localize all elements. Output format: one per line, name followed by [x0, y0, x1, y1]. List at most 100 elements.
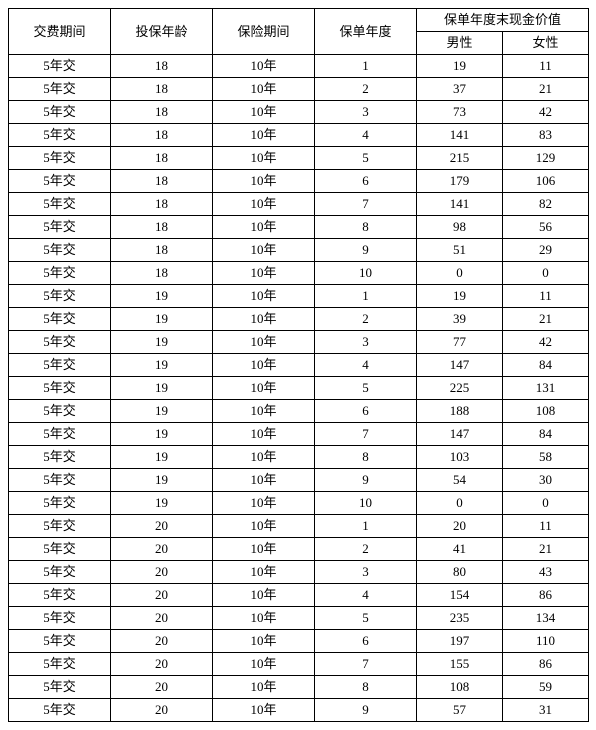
cell-payment-period: 5年交: [9, 55, 111, 78]
table-body: 5年交1810年119115年交1810年237215年交1810年373425…: [9, 55, 589, 722]
cell-female: 21: [503, 538, 589, 561]
cell-entry-age: 19: [111, 492, 213, 515]
cell-payment-period: 5年交: [9, 630, 111, 653]
cell-policy-year: 7: [315, 653, 417, 676]
cell-male: 37: [417, 78, 503, 101]
cell-male: 197: [417, 630, 503, 653]
cell-entry-age: 20: [111, 561, 213, 584]
cell-payment-period: 5年交: [9, 538, 111, 561]
cell-entry-age: 19: [111, 354, 213, 377]
cell-policy-year: 3: [315, 101, 417, 124]
table-row: 5年交2010年95731: [9, 699, 589, 722]
cell-female: 110: [503, 630, 589, 653]
cell-payment-period: 5年交: [9, 446, 111, 469]
cell-payment-period: 5年交: [9, 354, 111, 377]
cell-entry-age: 19: [111, 285, 213, 308]
table-row: 5年交1910年37742: [9, 331, 589, 354]
cell-payment-period: 5年交: [9, 101, 111, 124]
cell-policy-year: 2: [315, 308, 417, 331]
table-row: 5年交1810年1000: [9, 262, 589, 285]
cell-insurance-period: 10年: [213, 331, 315, 354]
table-row: 5年交1810年89856: [9, 216, 589, 239]
cell-male: 39: [417, 308, 503, 331]
cell-policy-year: 8: [315, 676, 417, 699]
cell-male: 147: [417, 354, 503, 377]
cell-insurance-period: 10年: [213, 262, 315, 285]
cell-entry-age: 20: [111, 699, 213, 722]
cell-male: 54: [417, 469, 503, 492]
table-row: 5年交2010年810859: [9, 676, 589, 699]
cell-male: 179: [417, 170, 503, 193]
table-row: 5年交1810年95129: [9, 239, 589, 262]
cell-payment-period: 5年交: [9, 699, 111, 722]
cell-policy-year: 10: [315, 262, 417, 285]
cell-policy-year: 10: [315, 492, 417, 515]
cell-female: 58: [503, 446, 589, 469]
cell-female: 84: [503, 354, 589, 377]
cell-policy-year: 1: [315, 515, 417, 538]
cell-insurance-period: 10年: [213, 124, 315, 147]
cell-entry-age: 20: [111, 653, 213, 676]
cell-male: 155: [417, 653, 503, 676]
cell-insurance-period: 10年: [213, 584, 315, 607]
cell-entry-age: 20: [111, 584, 213, 607]
cell-policy-year: 6: [315, 400, 417, 423]
table-row: 5年交1910年5225131: [9, 377, 589, 400]
cell-female: 56: [503, 216, 589, 239]
cell-male: 19: [417, 285, 503, 308]
cell-female: 106: [503, 170, 589, 193]
table-row: 5年交1810年6179106: [9, 170, 589, 193]
cell-entry-age: 20: [111, 607, 213, 630]
table-row: 5年交1910年23921: [9, 308, 589, 331]
table-row: 5年交1910年6188108: [9, 400, 589, 423]
cell-entry-age: 18: [111, 78, 213, 101]
cell-entry-age: 20: [111, 676, 213, 699]
cell-policy-year: 6: [315, 630, 417, 653]
cell-payment-period: 5年交: [9, 308, 111, 331]
cell-female: 43: [503, 561, 589, 584]
cell-insurance-period: 10年: [213, 101, 315, 124]
cell-payment-period: 5年交: [9, 239, 111, 262]
cell-policy-year: 2: [315, 78, 417, 101]
table-row: 5年交2010年6197110: [9, 630, 589, 653]
cell-entry-age: 18: [111, 193, 213, 216]
cell-insurance-period: 10年: [213, 515, 315, 538]
table-row: 5年交2010年24121: [9, 538, 589, 561]
cell-payment-period: 5年交: [9, 561, 111, 584]
cell-male: 103: [417, 446, 503, 469]
cell-insurance-period: 10年: [213, 423, 315, 446]
cell-policy-year: 9: [315, 239, 417, 262]
cell-payment-period: 5年交: [9, 170, 111, 193]
cell-male: 98: [417, 216, 503, 239]
col-policy-year: 保单年度: [315, 9, 417, 55]
table-row: 5年交1910年414784: [9, 354, 589, 377]
cell-insurance-period: 10年: [213, 538, 315, 561]
cell-insurance-period: 10年: [213, 78, 315, 101]
cell-insurance-period: 10年: [213, 400, 315, 423]
cell-insurance-period: 10年: [213, 377, 315, 400]
cell-policy-year: 4: [315, 124, 417, 147]
cell-entry-age: 20: [111, 515, 213, 538]
cell-policy-year: 7: [315, 193, 417, 216]
cell-policy-year: 1: [315, 55, 417, 78]
cell-male: 147: [417, 423, 503, 446]
cell-policy-year: 2: [315, 538, 417, 561]
table-row: 5年交1810年37342: [9, 101, 589, 124]
cell-male: 188: [417, 400, 503, 423]
cell-female: 42: [503, 331, 589, 354]
cell-entry-age: 18: [111, 262, 213, 285]
cell-female: 31: [503, 699, 589, 722]
cell-insurance-period: 10年: [213, 492, 315, 515]
cell-female: 11: [503, 55, 589, 78]
cell-entry-age: 19: [111, 308, 213, 331]
cell-female: 30: [503, 469, 589, 492]
cell-entry-age: 19: [111, 377, 213, 400]
table-row: 5年交1910年95430: [9, 469, 589, 492]
table-row: 5年交1810年5215129: [9, 147, 589, 170]
cell-female: 11: [503, 515, 589, 538]
table-row: 5年交2010年715586: [9, 653, 589, 676]
cell-female: 0: [503, 492, 589, 515]
cell-female: 129: [503, 147, 589, 170]
cell-payment-period: 5年交: [9, 193, 111, 216]
cell-insurance-period: 10年: [213, 239, 315, 262]
